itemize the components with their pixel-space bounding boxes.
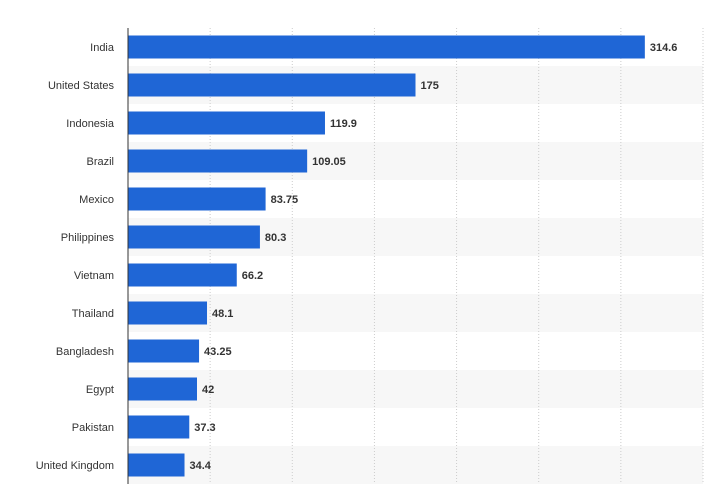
category-label: Thailand	[72, 308, 114, 320]
grid-lines	[209, 28, 704, 484]
value-label: 109.05	[312, 156, 346, 168]
value-labels: 314.6 175 119.9 109.05 83.75 80.3 66.2 48.1 43.2…	[190, 42, 678, 472]
category-label: Mexico	[79, 194, 114, 206]
row-bands	[128, 66, 703, 484]
category-label: Indonesia	[66, 118, 115, 130]
value-label: 314.6	[650, 42, 678, 54]
bar	[128, 149, 308, 173]
value-label: 48.1	[212, 308, 233, 320]
value-label: 34.4	[190, 460, 212, 472]
category-label: Philippines	[61, 232, 115, 244]
category-label: India	[90, 42, 115, 54]
bar	[128, 339, 200, 363]
bar	[128, 35, 645, 59]
value-label: 119.9	[330, 118, 357, 130]
category-label: Egypt	[86, 384, 114, 396]
category-label: United States	[48, 80, 115, 92]
bar	[128, 111, 325, 135]
value-label: 83.75	[271, 194, 299, 206]
value-label: 37.3	[194, 422, 215, 434]
row-band	[128, 446, 703, 484]
category-label: United Kingdom	[36, 460, 114, 472]
category-label: Pakistan	[72, 422, 114, 434]
row-band	[128, 294, 703, 332]
bar	[128, 187, 266, 211]
category-labels: India United States Indonesia Brazil Mexico P…	[36, 42, 115, 472]
bar	[128, 377, 197, 401]
bars	[128, 35, 645, 477]
category-label: Bangladesh	[56, 346, 114, 358]
category-label: Vietnam	[74, 270, 114, 282]
value-label: 43.25	[204, 346, 232, 358]
bar	[128, 73, 416, 97]
bar	[128, 263, 237, 287]
row-band	[128, 370, 703, 408]
bar	[128, 225, 260, 249]
value-label: 175	[421, 80, 439, 92]
value-label: 80.3	[265, 232, 286, 244]
category-label: Brazil	[86, 156, 114, 168]
bar	[128, 453, 185, 477]
bar	[128, 415, 190, 439]
value-label: 66.2	[242, 270, 263, 282]
bar	[128, 301, 208, 325]
value-label: 42	[202, 384, 214, 396]
